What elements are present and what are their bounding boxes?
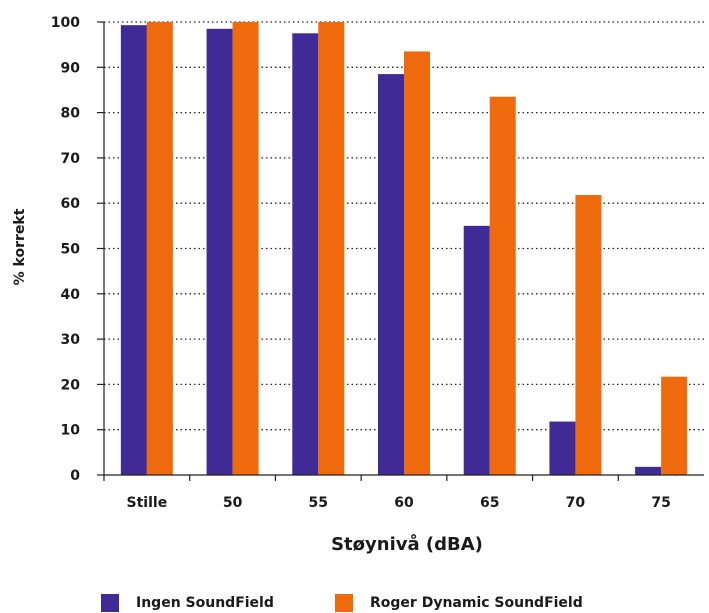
x-tick-label-Stille: Stille [127,495,168,511]
bar-series-2-75 [661,376,688,475]
y-tick-label-90: 90 [61,60,81,76]
y-tick-label-20: 20 [61,377,81,393]
tick-labels: 0 10 20 30 40 50 60 70 80 90 100 Stille 50 55 60 65 70 75 [51,15,671,511]
x-tick-label-55: 55 [309,495,328,511]
gridlines [104,21,704,431]
x-tick-label-65: 65 [480,495,499,511]
bar-series-1-70 [549,421,576,475]
y-tick-label-60: 60 [61,196,81,212]
bar-series-2-Stille [146,22,173,475]
y-tick-label-50: 50 [61,242,81,258]
y-axis-title: % korrekt [12,208,28,285]
y-tick-label-10: 10 [61,423,81,439]
x-tick-label-60: 60 [394,495,414,511]
y-tick-label-80: 80 [61,106,81,122]
bar-series-1-60 [378,74,404,475]
y-tick-label-40: 40 [61,287,81,303]
x-tick-label-50: 50 [223,495,243,511]
bar-series-2-60 [404,51,430,475]
bar-series-1-55 [292,33,319,475]
bar-series-1-65 [463,225,490,475]
bar-series-1-75 [635,466,662,475]
bar-series-1-50 [206,28,233,475]
y-tick-label-30: 30 [61,332,81,348]
axes [97,21,704,481]
bar-series-2-55 [318,22,345,475]
y-tick-label-100: 100 [51,15,80,31]
y-tick-label-70: 70 [61,151,81,167]
bar-series-1-Stille [120,25,147,476]
y-tick-label-0: 0 [70,468,80,484]
x-tick-label-70: 70 [566,495,586,511]
x-axis-title: Støynivå (dBA) [331,533,483,555]
bar-series-2-50 [232,22,259,475]
bar-series-2-70 [575,195,602,475]
bars [120,22,688,476]
bar-series-2-65 [489,96,516,476]
x-tick-label-75: 75 [651,495,670,511]
